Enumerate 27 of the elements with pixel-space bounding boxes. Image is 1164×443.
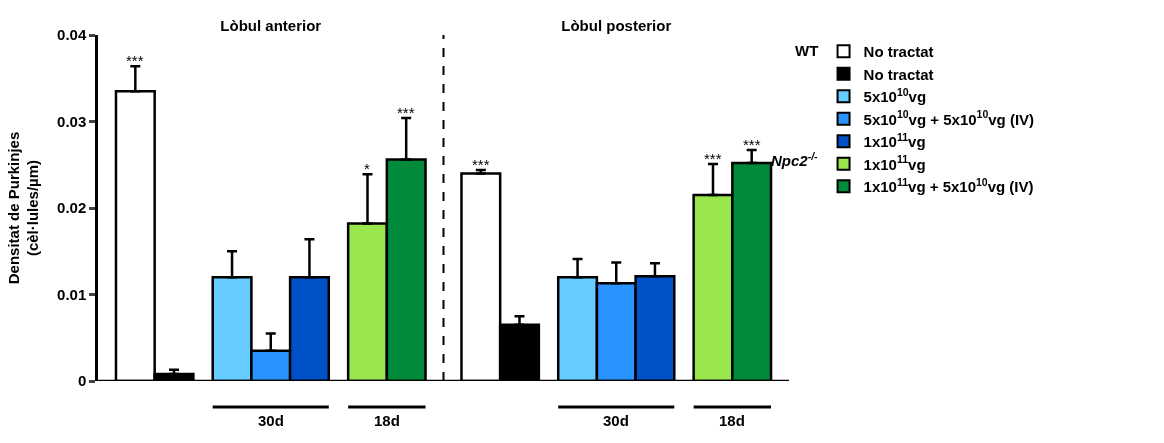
y-tick-label: 0.01 (57, 285, 87, 303)
legend-label: 5x10$^{10}$vg (863, 85, 927, 106)
legend-label: No tractat (863, 43, 934, 61)
data-label: * (364, 160, 370, 177)
x-tick-label: Lòbul posterior (561, 17, 672, 34)
text: WT (795, 42, 819, 59)
text: 30d (258, 412, 284, 429)
legend-label: 1x10$^{11}$vg + 5x10$^{10}$vg (IV) (863, 175, 1034, 196)
text: 30d (603, 412, 629, 429)
legend-label: No tractat (863, 65, 934, 83)
y-tick-label: 0.03 (57, 112, 87, 130)
data-label: *** (472, 156, 490, 173)
data-label: *** (743, 136, 761, 153)
legend-label: 5x10$^{10}$vg + 5x10$^{10}$vg (IV) (863, 108, 1035, 128)
x-tick-label: Lòbul anterior (220, 17, 322, 34)
text: 18d (374, 412, 400, 429)
y-tick-label: 0 (77, 372, 87, 390)
y-tick-label: 0.02 (57, 199, 87, 217)
data-label: *** (126, 52, 144, 69)
y-axis-title: Densitat de Purkinjes (cèl·lules/µm) (4, 131, 42, 285)
legend-label: 1x10$^{11}$vg (863, 153, 926, 173)
annotation: Npc2$^{-/-}$ (771, 150, 819, 170)
data-label: *** (704, 150, 722, 167)
text: 18d (719, 412, 745, 429)
y-tick-label: 0.04 (57, 26, 87, 44)
data-label: *** (397, 104, 415, 121)
legend-label: 1x10$^{11}$vg (863, 130, 926, 151)
